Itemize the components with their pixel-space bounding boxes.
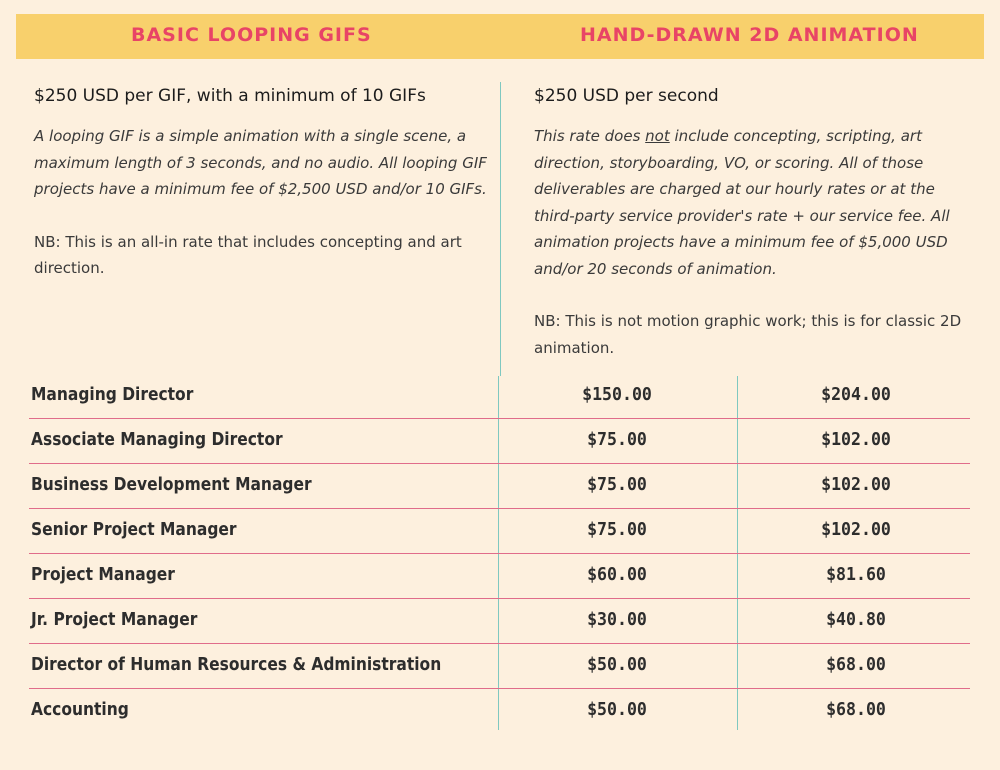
header-band bbox=[16, 14, 984, 59]
animation-description-rest: include concepting, scripting, art direc… bbox=[534, 127, 950, 278]
animation-rate: $102.00 bbox=[821, 474, 891, 495]
hourly-rate-table: Managing Director $150.00 $204.00 Associ… bbox=[29, 374, 970, 733]
table-row: Project Manager $60.00 $81.60 bbox=[29, 554, 970, 599]
animation-heading: HAND-DRAWN 2D ANIMATION bbox=[580, 24, 919, 46]
looping-gifs-column: $250 USD per GIF, with a minimum of 10 G… bbox=[34, 86, 489, 282]
role-name: Director of Human Resources & Administra… bbox=[31, 654, 442, 675]
looping-gifs-note: NB: This is an all-in rate that includes… bbox=[34, 232, 462, 278]
gif-rate: $50.00 bbox=[587, 699, 647, 720]
animation-rate: $68.00 bbox=[826, 654, 886, 675]
role-name: Managing Director bbox=[31, 384, 194, 405]
table-row: Managing Director $150.00 $204.00 bbox=[29, 374, 970, 419]
gif-rate: $75.00 bbox=[587, 519, 647, 540]
gif-rate: $75.00 bbox=[587, 474, 647, 495]
gif-rate: $150.00 bbox=[582, 384, 652, 405]
column-divider bbox=[500, 82, 501, 376]
animation-rate: $102.00 bbox=[821, 519, 891, 540]
animation-note: NB: This is not motion graphic work; thi… bbox=[534, 312, 962, 357]
role-name: Project Manager bbox=[31, 564, 175, 585]
gif-rate: $60.00 bbox=[587, 564, 647, 585]
role-name: Senior Project Manager bbox=[31, 519, 237, 540]
role-name: Accounting bbox=[31, 699, 129, 720]
animation-rate: $204.00 bbox=[821, 384, 891, 405]
animation-rate: $102.00 bbox=[821, 429, 891, 450]
animation-column: $250 USD per second This rate does not i… bbox=[534, 86, 979, 361]
gif-rate: $75.00 bbox=[587, 429, 647, 450]
table-row: Associate Managing Director $75.00 $102.… bbox=[29, 419, 970, 464]
animation-description-emphasis: not bbox=[645, 127, 670, 145]
table-row: Jr. Project Manager $30.00 $40.80 bbox=[29, 599, 970, 644]
animation-description-prefix: This rate does bbox=[534, 127, 646, 145]
animation-rate: $68.00 bbox=[826, 699, 886, 720]
animation-description: This rate does not include concepting, s… bbox=[534, 123, 979, 282]
table-row: Director of Human Resources & Administra… bbox=[29, 644, 970, 689]
animation-rate: $81.60 bbox=[826, 564, 886, 585]
gif-rate: $50.00 bbox=[587, 654, 647, 675]
gif-rate: $30.00 bbox=[587, 609, 647, 630]
table-row: Senior Project Manager $75.00 $102.00 bbox=[29, 509, 970, 554]
table-row: Accounting $50.00 $68.00 bbox=[29, 689, 970, 733]
looping-gifs-heading: BASIC LOOPING GIFS bbox=[131, 24, 372, 46]
role-name: Associate Managing Director bbox=[31, 429, 283, 450]
table-row: Business Development Manager $75.00 $102… bbox=[29, 464, 970, 509]
role-name: Jr. Project Manager bbox=[31, 609, 198, 630]
role-name: Business Development Manager bbox=[31, 474, 312, 495]
looping-gifs-description: A looping GIF is a simple animation with… bbox=[34, 127, 487, 198]
animation-rate: $40.80 bbox=[826, 609, 886, 630]
looping-gifs-price: $250 USD per GIF, with a minimum of 10 G… bbox=[34, 86, 426, 106]
animation-price: $250 USD per second bbox=[534, 86, 719, 106]
